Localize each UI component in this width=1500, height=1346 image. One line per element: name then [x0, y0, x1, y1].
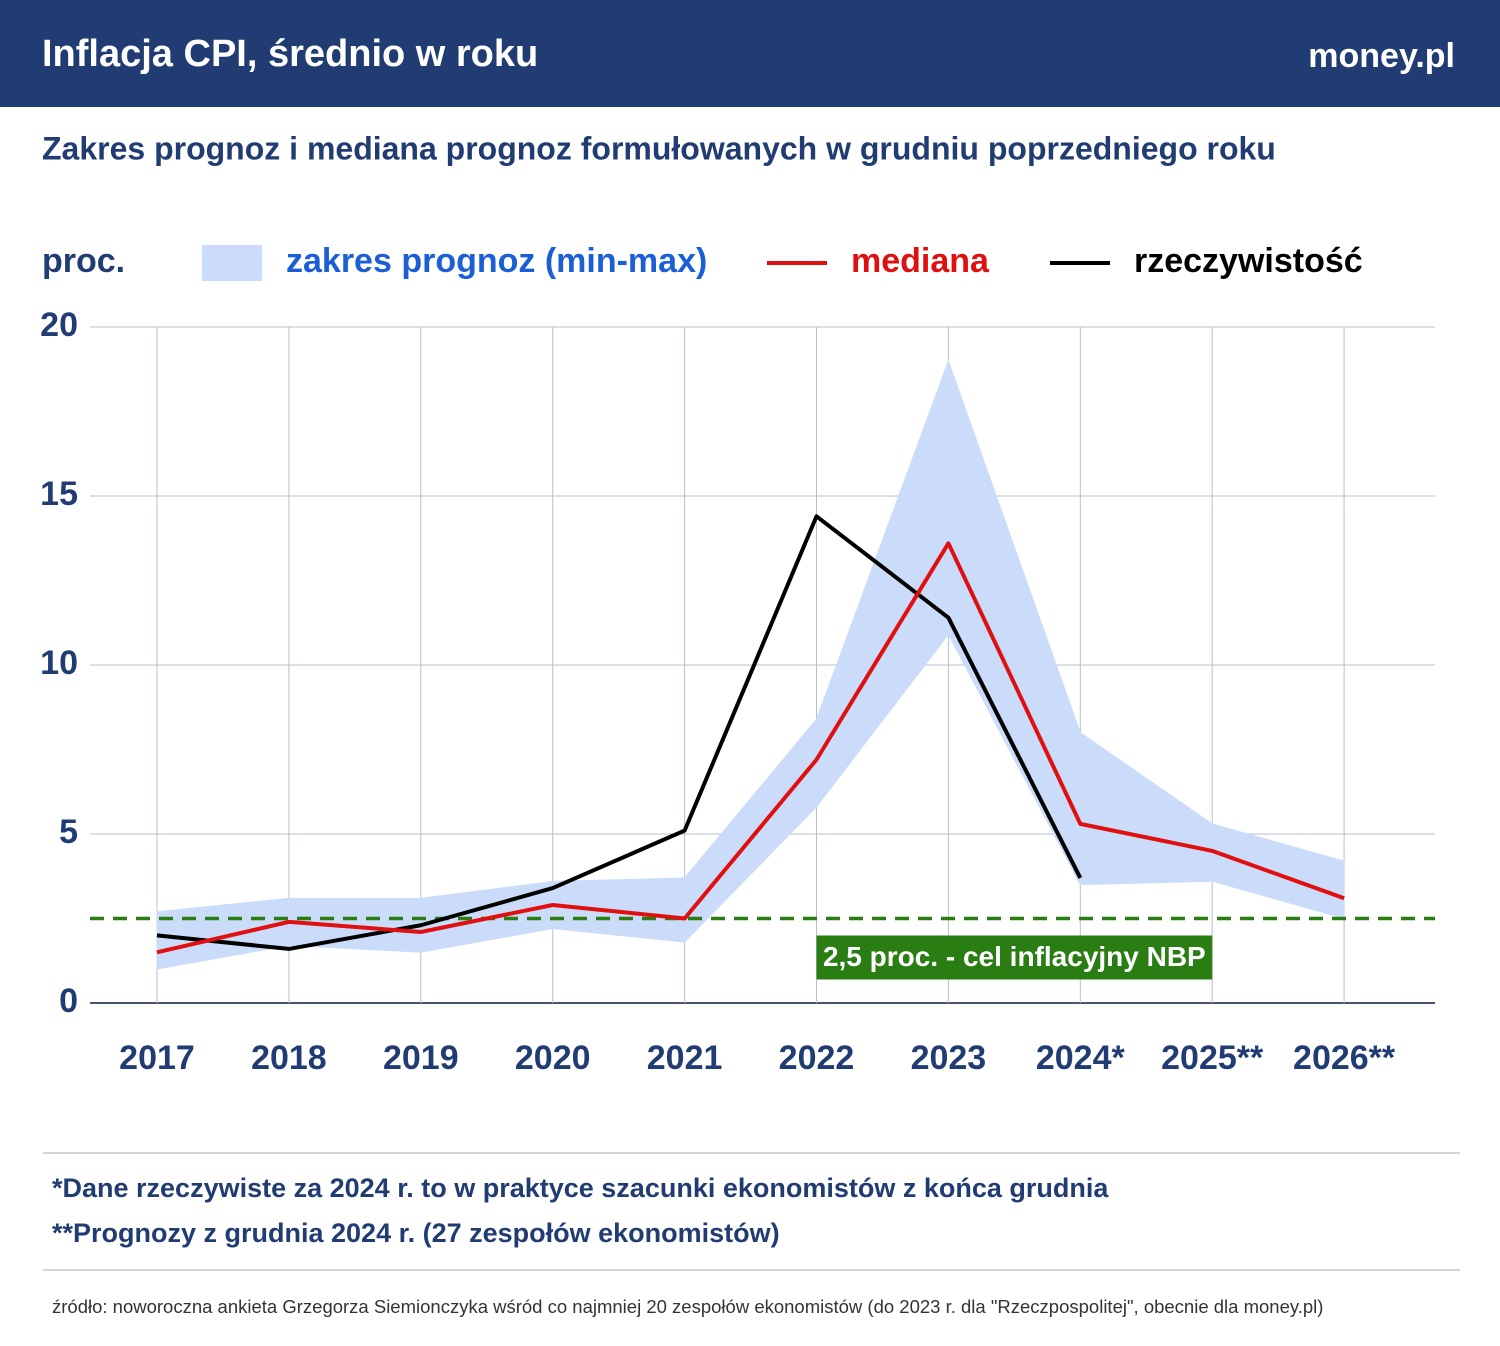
legend-label: mediana — [851, 242, 990, 280]
x-tick-label: 2018 — [251, 1039, 327, 1077]
x-tick-label: 2026** — [1293, 1039, 1396, 1077]
y-axis-label: proc. — [42, 242, 125, 280]
x-tick-label: 2020 — [515, 1039, 591, 1077]
logo: money.pl — [1308, 37, 1455, 75]
legend-label: zakres prognoz (min-max) — [286, 242, 707, 280]
y-tick-label: 5 — [59, 813, 78, 851]
target-label-box — [816, 935, 1213, 980]
header-bar — [0, 0, 1500, 107]
range-band — [1079, 731, 1213, 886]
page-title: Inflacja CPI, średnio w roku — [42, 33, 538, 75]
series-line — [156, 541, 1345, 955]
y-tick-label: 20 — [40, 306, 78, 344]
range-band — [156, 897, 290, 970]
legend-swatch — [202, 245, 262, 281]
y-tick-label: 0 — [59, 982, 78, 1020]
y-tick-label: 10 — [40, 644, 78, 682]
subtitle: Zakres prognoz i mediana prognoz formuło… — [42, 130, 1276, 166]
x-tick-label: 2021 — [647, 1039, 723, 1077]
range-band — [948, 360, 1081, 885]
x-tick-label: 2025** — [1161, 1039, 1264, 1077]
target-label: 2,5 proc. - cel inflacyjny NBP — [823, 941, 1206, 972]
range-band — [684, 717, 817, 944]
x-tick-label: 2023 — [911, 1039, 987, 1077]
footnote: *Dane rzeczywiste za 2024 r. to w prakty… — [52, 1173, 1109, 1203]
series-line — [156, 514, 1083, 951]
x-tick-label: 2019 — [383, 1039, 459, 1077]
x-tick-label: 2024* — [1036, 1039, 1126, 1077]
range-band — [816, 360, 949, 809]
footnote: **Prognozy z grudnia 2024 r. (27 zespołó… — [52, 1218, 780, 1248]
legend-label: rzeczywistość — [1134, 242, 1363, 280]
source: źródło: noworoczna ankieta Grzegorza Sie… — [52, 1296, 1323, 1317]
x-tick-label: 2017 — [119, 1039, 195, 1077]
y-tick-label: 15 — [40, 475, 78, 513]
range-band — [1211, 823, 1345, 920]
x-tick-label: 2022 — [779, 1039, 855, 1077]
